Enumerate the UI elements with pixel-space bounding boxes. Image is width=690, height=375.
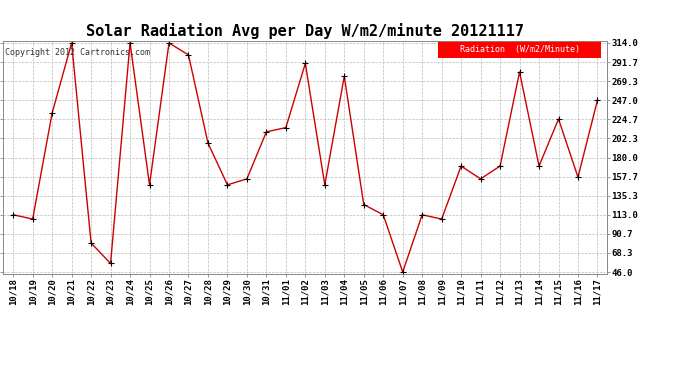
Text: Copyright 2012 Cartronics.com: Copyright 2012 Cartronics.com <box>5 48 150 57</box>
Title: Solar Radiation Avg per Day W/m2/minute 20121117: Solar Radiation Avg per Day W/m2/minute … <box>86 23 524 39</box>
